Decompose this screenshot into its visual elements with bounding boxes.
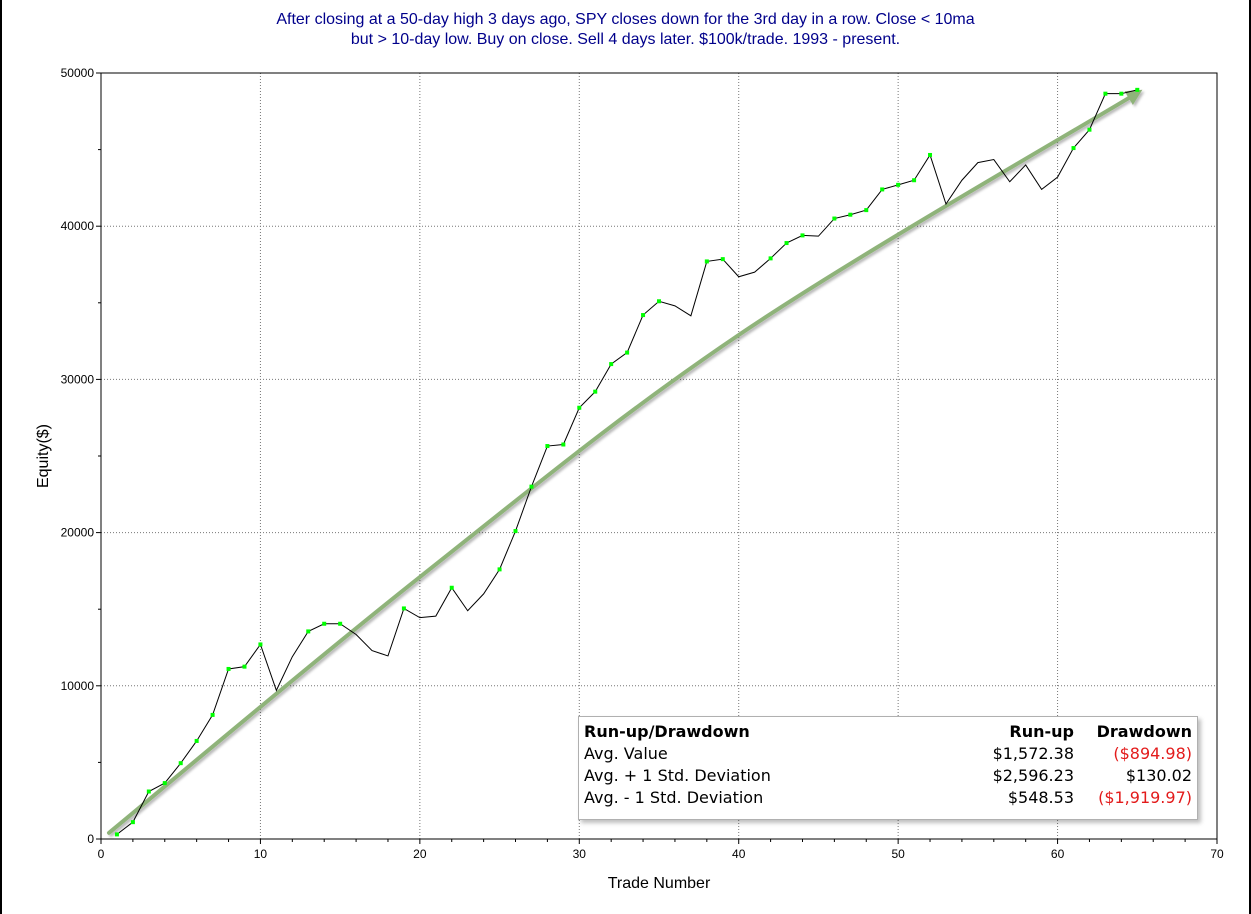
x-tick-label: 0 bbox=[98, 847, 105, 861]
new-high-marker bbox=[258, 642, 263, 647]
new-high-marker bbox=[800, 233, 805, 238]
new-high-marker bbox=[561, 442, 566, 447]
x-axis-label: Trade Number bbox=[608, 875, 711, 892]
new-high-marker bbox=[226, 666, 231, 671]
new-high-marker bbox=[720, 257, 725, 262]
runup-value: $1,572.38 bbox=[992, 744, 1074, 763]
row-label: Avg. + 1 Std. Deviation bbox=[584, 766, 771, 785]
runup-value: $548.53 bbox=[1007, 788, 1074, 807]
drawdown-value: ($894.98) bbox=[1113, 744, 1192, 763]
new-high-marker bbox=[162, 781, 167, 786]
new-high-marker bbox=[896, 182, 901, 187]
new-high-marker bbox=[194, 738, 199, 743]
y-tick-label: 50000 bbox=[61, 66, 95, 80]
trend-arrow bbox=[106, 89, 1143, 835]
series-layer bbox=[114, 87, 1140, 837]
x-tick-label: 60 bbox=[1051, 847, 1065, 861]
new-high-marker bbox=[848, 212, 853, 217]
x-tick-label: 40 bbox=[732, 847, 746, 861]
chart-title-line-2: but > 10-day low. Buy on close. Sell 4 d… bbox=[350, 31, 901, 48]
new-high-marker bbox=[513, 529, 518, 534]
new-high-marker bbox=[178, 761, 183, 766]
table-row: Avg. Value $1,572.38 ($894.98) bbox=[584, 743, 1192, 765]
tick-layer: 0 10 20 30 40 50 60 70 0 10000 20000 30000 40000 5000… bbox=[61, 66, 1224, 861]
new-high-marker bbox=[864, 208, 869, 213]
new-high-marker bbox=[625, 350, 630, 355]
new-high-marker bbox=[1135, 87, 1140, 92]
new-high-marker bbox=[593, 389, 598, 394]
trend-arrow-shaft bbox=[106, 90, 1140, 835]
table-header-row: Run-up/Drawdown Run-up Drawdown bbox=[584, 721, 1192, 743]
grid-layer bbox=[101, 73, 1217, 839]
y-axis-label: Equity($) bbox=[35, 424, 52, 488]
table-header-cell: Run-up/Drawdown bbox=[584, 722, 750, 741]
new-high-marker bbox=[529, 484, 534, 489]
row-label: Avg. - 1 Std. Deviation bbox=[584, 788, 764, 807]
new-high-marker bbox=[912, 178, 917, 183]
new-high-marker bbox=[832, 216, 837, 221]
new-high-marker bbox=[704, 259, 709, 264]
trend-arrow-head bbox=[1124, 89, 1143, 105]
drawdown-value: $130.02 bbox=[1125, 766, 1192, 785]
new-high-marker bbox=[657, 299, 661, 304]
new-high-marker bbox=[1103, 91, 1108, 96]
y-tick-label: 10000 bbox=[61, 679, 95, 693]
runup-drawdown-table: Run-up/Drawdown Run-up Drawdown Avg. Val… bbox=[578, 716, 1198, 820]
new-high-marker bbox=[641, 313, 646, 318]
new-high-marker bbox=[1071, 146, 1076, 151]
new-high-marker bbox=[928, 152, 933, 157]
chart-title: After closing at a 50-day high 3 days ag… bbox=[0, 10, 1251, 50]
x-tick-label: 10 bbox=[254, 847, 268, 861]
new-high-marker bbox=[306, 629, 311, 634]
row-label: Avg. Value bbox=[584, 744, 668, 763]
new-high-marker bbox=[449, 585, 454, 590]
y-tick-label: 40000 bbox=[61, 219, 95, 233]
new-high-marker bbox=[401, 606, 406, 611]
new-high-marker bbox=[322, 621, 327, 626]
new-high-marker bbox=[497, 567, 502, 572]
new-high-marker bbox=[1119, 91, 1124, 96]
new-high-marker bbox=[146, 789, 151, 794]
new-high-marker bbox=[130, 820, 135, 825]
new-high-marker bbox=[768, 256, 773, 261]
new-high-marker bbox=[210, 712, 215, 717]
x-tick-label: 20 bbox=[413, 847, 427, 861]
new-high-marker bbox=[338, 621, 343, 626]
new-high-marker bbox=[1087, 127, 1092, 132]
new-high-marker bbox=[545, 444, 550, 449]
trend-arrow-layer bbox=[106, 89, 1143, 835]
chart-title-line-1: After closing at a 50-day high 3 days ag… bbox=[276, 11, 975, 28]
new-high-marker bbox=[880, 187, 885, 192]
new-high-marker bbox=[609, 362, 614, 367]
y-tick-label: 0 bbox=[87, 832, 94, 846]
y-tick-label: 20000 bbox=[61, 526, 95, 540]
new-high-marker bbox=[242, 664, 247, 669]
y-tick-label: 30000 bbox=[61, 372, 95, 386]
new-high-marker bbox=[577, 405, 582, 410]
x-tick-label: 70 bbox=[1210, 847, 1224, 861]
new-high-marker bbox=[114, 832, 119, 837]
x-tick-label: 50 bbox=[891, 847, 905, 861]
drawdown-value: ($1,919.97) bbox=[1098, 788, 1192, 807]
table-header-cell: Run-up bbox=[1009, 722, 1074, 741]
table-header-cell: Drawdown bbox=[1096, 722, 1192, 741]
new-high-marker bbox=[784, 241, 789, 246]
x-tick-label: 30 bbox=[573, 847, 587, 861]
table-row: Avg. + 1 Std. Deviation $2,596.23 $130.0… bbox=[584, 765, 1192, 787]
table-row: Avg. - 1 Std. Deviation $548.53 ($1,919.… bbox=[584, 787, 1192, 809]
runup-value: $2,596.23 bbox=[992, 766, 1074, 785]
